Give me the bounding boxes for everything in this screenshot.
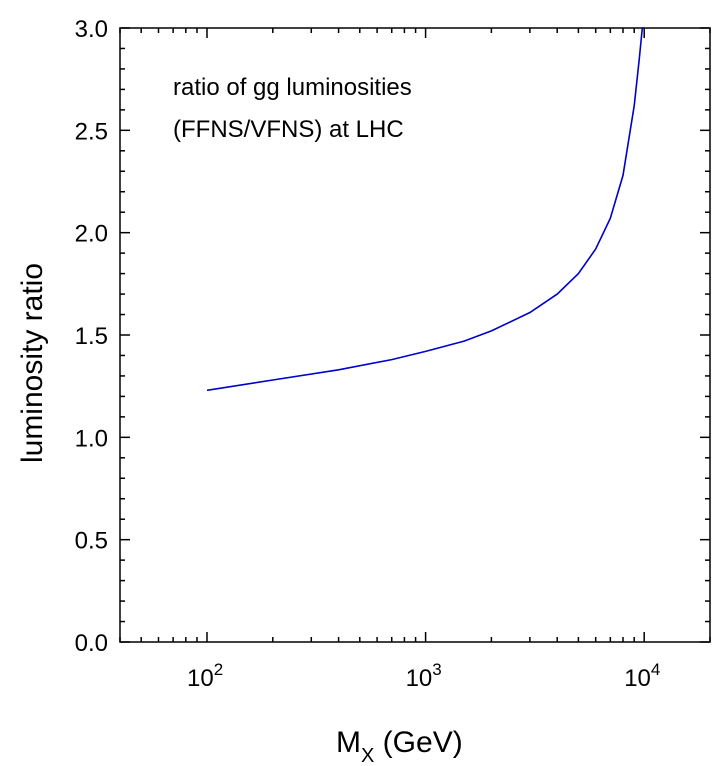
x-tick-label: 104 [624,660,660,692]
y-tick-label: 1.5 [75,323,108,350]
x-axis-title-unit: (GeV) [374,726,462,759]
x-axis-title-main: M [336,726,361,759]
y-tick-label: 2.5 [75,118,108,145]
annotation-line-1: ratio of gg luminosities [173,74,412,101]
annotation-line-2: (FFNS/VFNS) at LHC [173,116,404,143]
y-tick-label: 1.0 [75,425,108,452]
x-tick-label: 102 [187,660,223,692]
y-tick-label: 0.0 [75,630,108,657]
y-tick-label: 3.0 [75,16,108,43]
y-tick-label: 0.5 [75,528,108,555]
y-tick-labels: 0.0 0.5 1.0 1.5 2.0 2.5 3.0 [75,16,108,657]
y-tick-label: 2.0 [75,221,108,248]
y-axis-title: luminosity ratio [16,263,49,463]
plot-frame [119,27,711,643]
x-axis-title-subscript: X [361,745,374,766]
x-axis-title: MX (GeV) [336,726,463,766]
x-tick-label: 103 [406,660,442,692]
x-tick-labels: 102 103 104 [187,660,660,692]
luminosity-ratio-curve [206,27,645,392]
